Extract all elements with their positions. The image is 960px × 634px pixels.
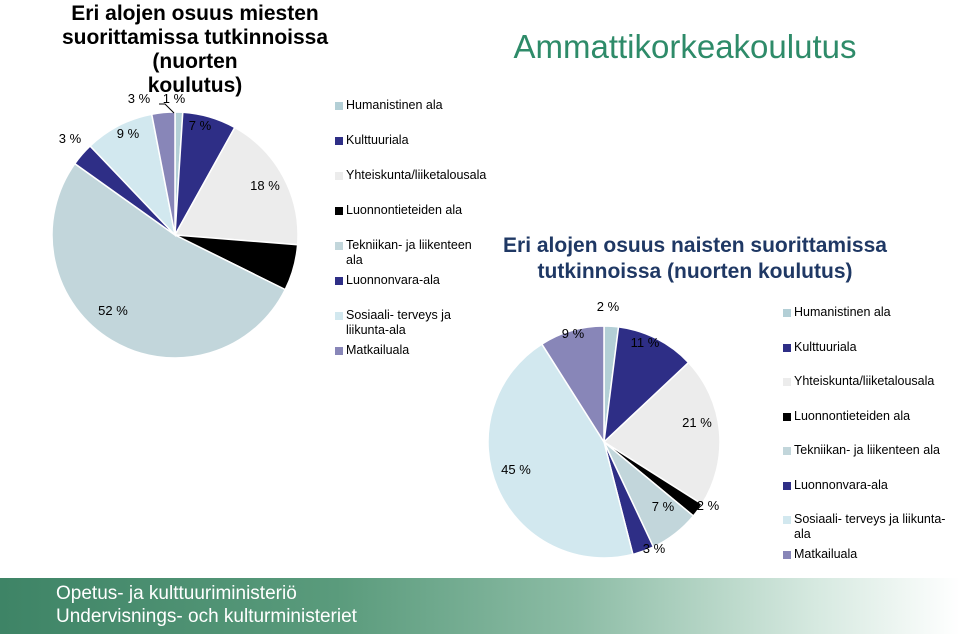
legend-label: Matkailuala xyxy=(794,546,858,561)
footer-band xyxy=(0,578,960,634)
data-label-sosiaali-terveys-ja-liikunta-ala: 45 % xyxy=(501,462,531,477)
data-label-tekniikan-ja-liikenteen-ala: 7 % xyxy=(652,499,675,514)
data-label-tekniikan-ja-liikenteen-ala: 52 % xyxy=(98,303,128,318)
legend-swatch xyxy=(783,309,791,317)
chart-title-women: Eri alojen osuus naisten suorittamissa t… xyxy=(480,233,910,285)
data-label-luonnontieteiden-ala: 2 % xyxy=(697,498,720,513)
footer-ministry-sv: Undervisnings- och kulturministeriet xyxy=(56,606,357,627)
chart-title-men-line-2: suorittamissa tutkinnoissa (nuorten xyxy=(61,26,329,73)
legend-swatch xyxy=(335,172,343,180)
legend-swatch xyxy=(335,207,343,215)
data-label-sosiaali-terveys-ja-liikunta-ala: 9 % xyxy=(117,126,140,141)
pie-slice-yhteiskunta-liiketalousala xyxy=(602,361,721,506)
legend-swatch xyxy=(335,242,343,250)
pie-slice-kulttuuriala xyxy=(602,326,690,444)
legend-label: Luonnontieteiden ala xyxy=(346,203,463,217)
chart-title-women-line-2: tutkinnoissa (nuorten koulutus) xyxy=(537,260,853,283)
legend-label: Humanistinen ala xyxy=(794,305,891,319)
data-label-matkailuala: 3 % xyxy=(128,91,151,106)
legend-label: Matkailuala xyxy=(346,343,410,357)
legend-swatch xyxy=(783,550,791,559)
legend-swatch xyxy=(335,137,343,145)
legend-label: Kulttuuriala xyxy=(346,133,409,147)
legend-swatch xyxy=(783,481,791,490)
leader-line xyxy=(159,103,175,114)
legend-swatch xyxy=(783,378,791,386)
legend-label: Sosiaali- terveys ja liikunta-ala xyxy=(346,308,451,337)
data-label-yhteiskunta-liiketalousala: 18 % xyxy=(250,178,280,193)
legend-swatch xyxy=(335,102,343,110)
legend-swatch xyxy=(335,277,343,285)
legend-swatch xyxy=(335,347,343,355)
chart-title-men-line-1: Eri alojen osuus miesten xyxy=(71,2,319,25)
legend-swatch xyxy=(335,312,343,320)
legend-swatch xyxy=(783,516,791,524)
data-label-matkailuala: 9 % xyxy=(562,326,585,341)
pie-chart-women: 2 % 11 % 21 % 2 % 7 % 3 % 45 % 9 % xyxy=(487,299,721,559)
pie-slice-matkailuala xyxy=(540,325,605,445)
chart-title-women-line-1: Eri alojen osuus naisten suorittamissa xyxy=(503,234,887,257)
legend-label: Sosiaali- terveys ja liikunta-ala xyxy=(794,512,946,541)
data-label-humanistinen-ala: 2 % xyxy=(597,299,620,314)
pie-slice-matkailuala xyxy=(150,111,176,236)
pie-charts: 1 %7 %18 %52 %3 % 9 %3 % 2 %11 %21 %2 %7 … xyxy=(51,91,721,559)
data-label-luonnonvara-ala: 3 % xyxy=(59,131,82,146)
legend-swatch xyxy=(783,412,791,421)
legend-label: Yhteiskunta/liiketalousala xyxy=(346,168,487,182)
data-label-kulttuuriala: 7 % xyxy=(189,118,212,133)
legend-label: Tekniikan- ja liikenteen ala xyxy=(346,238,472,267)
pie-slice-tekniikan-ja-liikenteen-ala xyxy=(51,162,287,359)
chart-title-men-line-3: koulutus) xyxy=(147,74,243,97)
footer-ministry-fi: Opetus- ja kulttuuriministeriö xyxy=(56,583,297,604)
legend-swatch xyxy=(783,447,791,455)
legend-label: Tekniikan- ja liikenteen ala xyxy=(794,443,940,457)
legend-label: Luonnonvara-ala xyxy=(346,273,440,287)
data-label-kulttuuriala: 11 % xyxy=(631,335,660,350)
chart-title-men: Eri alojen osuus miesten suorittamissa t… xyxy=(40,2,350,98)
pie-slice-yhteiskunta-liiketalousala xyxy=(173,126,299,246)
legend-swatch xyxy=(783,343,791,352)
legend-label: Kulttuuriala xyxy=(794,339,857,354)
pie-chart-men: 1 %7 % 18 % 52 % 3 % 9 % 3 % xyxy=(51,91,299,359)
data-label-luonnonvara-ala: 3 % xyxy=(643,541,666,556)
pie-slice-sosiaali-terveys-ja-liikunta-ala xyxy=(487,343,634,559)
legend-label: Humanistinen ala xyxy=(346,98,443,112)
legend-label: Luonnonvara-ala xyxy=(794,477,888,492)
section-title: Ammattikorkeakoulutus xyxy=(513,28,857,65)
legend-label: Yhteiskunta/liiketalousala xyxy=(794,374,935,388)
legend-label: Luonnontieteiden ala xyxy=(794,408,911,423)
data-label-yhteiskunta-liiketalousala: 21 % xyxy=(682,415,712,430)
data-label-humanistinen-ala: 1 % xyxy=(163,91,186,106)
